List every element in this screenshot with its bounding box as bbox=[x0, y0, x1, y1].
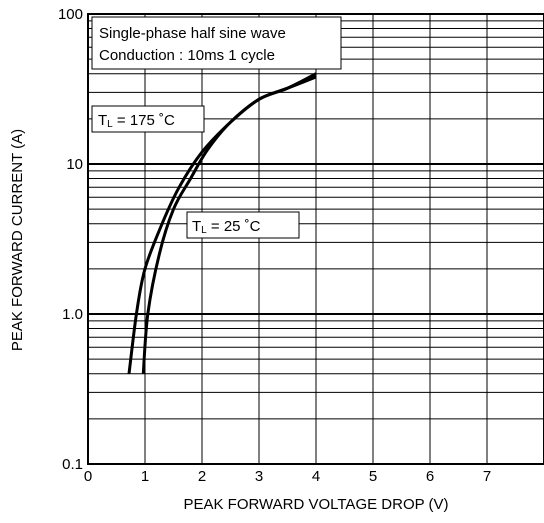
tick-labels: 0 1 2 3 4 5 6 7 0.1 1.0 10 100 bbox=[58, 6, 491, 485]
x-tick-label: 4 bbox=[312, 468, 320, 485]
x-axis-title: PEAK FORWARD VOLTAGE DROP (V) bbox=[183, 496, 448, 513]
y-tick-label: 100 bbox=[58, 6, 83, 23]
label-175-prefix: T bbox=[98, 112, 107, 129]
x-tick-label: 3 bbox=[255, 468, 263, 485]
label-25-prefix: T bbox=[192, 218, 201, 235]
conditions-box: Single-phase half sine wave Conduction :… bbox=[91, 16, 342, 70]
y-tick-label: 1.0 bbox=[62, 306, 83, 323]
grid bbox=[87, 14, 544, 465]
x-tick-label: 1 bbox=[141, 468, 149, 485]
x-tick-label: 0 bbox=[84, 468, 92, 485]
svg-text:TL = 25 ˚C: TL = 25 ˚C bbox=[192, 218, 261, 236]
plot-frame bbox=[87, 13, 544, 465]
conditions-line-1: Single-phase half sine wave bbox=[99, 25, 286, 42]
label-175-sub: L bbox=[107, 119, 113, 130]
conditions-line-2: Conduction : 10ms 1 cycle bbox=[99, 47, 275, 64]
y-tick-label: 0.1 bbox=[62, 456, 83, 473]
y-tick-label: 10 bbox=[66, 156, 83, 173]
x-tick-label: 2 bbox=[198, 468, 206, 485]
label-tl-175: TL = 175 ˚C bbox=[91, 105, 205, 133]
series-line-tl-25 bbox=[141, 75, 317, 374]
x-tick-label: 5 bbox=[369, 468, 377, 485]
x-tick-label: 7 bbox=[483, 468, 491, 485]
curves bbox=[127, 72, 317, 374]
y-axis-title: PEAK FORWARD CURRENT (A) bbox=[9, 129, 26, 351]
svg-text:TL = 175 ˚C: TL = 175 ˚C bbox=[98, 112, 175, 130]
label-25-sub: L bbox=[201, 225, 207, 236]
label-25-suffix: = 25 ˚C bbox=[207, 218, 261, 235]
x-tick-label: 6 bbox=[426, 468, 434, 485]
label-175-suffix: = 175 ˚C bbox=[113, 112, 175, 129]
label-tl-25: TL = 25 ˚C bbox=[186, 211, 300, 239]
